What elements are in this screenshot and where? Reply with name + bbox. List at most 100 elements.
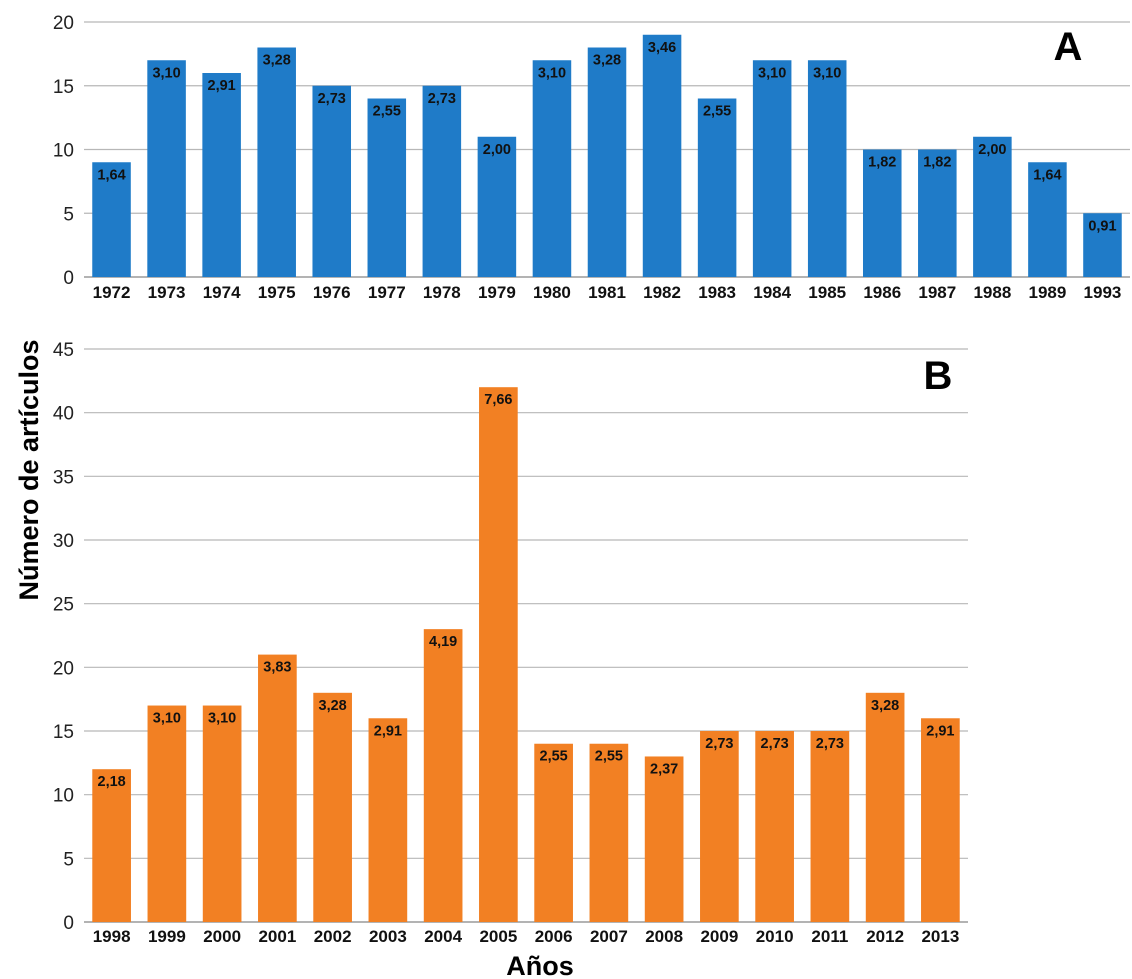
x-tick-label: 2010	[756, 927, 794, 946]
x-tick-label: 1993	[1084, 283, 1122, 302]
bar-data-label: 3,10	[758, 65, 786, 81]
bar-data-label: 3,28	[871, 698, 899, 714]
bar-data-label: 2,73	[318, 91, 346, 107]
x-tick-label: 2004	[424, 927, 462, 946]
x-tick-label: 1985	[808, 283, 846, 302]
bar	[312, 85, 352, 277]
bar-data-label: 1,64	[97, 167, 125, 183]
y-tick-label: 15	[53, 722, 74, 743]
bar-data-label: 2,73	[816, 736, 844, 752]
bar-data-label: 3,83	[263, 660, 291, 676]
panel-a-bars	[92, 34, 1122, 277]
bar-data-label: 1,64	[1033, 167, 1061, 183]
y-tick-label: 5	[63, 849, 74, 870]
bar-data-label: 0,91	[1088, 218, 1116, 234]
x-tick-label: 1975	[258, 283, 296, 302]
panel-b-y-ticks: 0 5 10 15 20 25 30 35 40 45	[53, 340, 74, 934]
bar	[862, 149, 902, 277]
bar-data-label: 2,00	[978, 142, 1006, 158]
x-tick-label: 1986	[863, 283, 901, 302]
y-tick-label: 45	[53, 340, 74, 361]
bar	[642, 34, 682, 277]
bar	[587, 47, 627, 277]
x-tick-label: 1999	[148, 927, 186, 946]
bar	[697, 98, 737, 277]
bar-data-label: 2,91	[374, 723, 402, 739]
x-tick-label: 1973	[148, 283, 186, 302]
y-tick-label: 15	[53, 77, 74, 98]
bar-data-label: 3,46	[648, 40, 676, 56]
x-tick-label: 1987	[918, 283, 956, 302]
bar	[589, 743, 629, 922]
bar-data-label: 1,82	[868, 155, 896, 171]
x-tick-label: 1982	[643, 283, 681, 302]
x-tick-label: 1989	[1029, 283, 1067, 302]
panel-a-letter: A	[1054, 25, 1083, 69]
y-tick-label: 10	[53, 786, 74, 807]
bar	[1083, 213, 1122, 277]
panel-a-data-labels: 1,64 3,10 2,91 3,28 2,73 2,55 2,73 2,00 3,10 3,28…	[97, 40, 1116, 235]
bar-data-label: 3,28	[263, 53, 291, 69]
bar	[479, 387, 518, 922]
panel-a-y-ticks: 0 5 10 15 20	[53, 13, 74, 289]
bar-data-label: 2,55	[373, 104, 401, 120]
x-tick-label: 1988	[973, 283, 1011, 302]
bar	[147, 705, 187, 922]
bar	[918, 149, 957, 277]
bar-data-label: 2,55	[703, 104, 731, 120]
bar-data-label: 1,82	[923, 155, 951, 171]
y-tick-label: 20	[53, 13, 74, 34]
bar-data-label: 2,73	[705, 736, 733, 752]
bar	[202, 705, 242, 922]
bar	[313, 692, 352, 922]
x-tick-label: 1978	[423, 283, 461, 302]
x-tick-label: 2001	[258, 927, 296, 946]
y-tick-label: 20	[53, 658, 74, 679]
bar-data-label: 2,00	[483, 142, 511, 158]
x-tick-label: 1974	[203, 283, 241, 302]
bar-data-label: 2,73	[761, 736, 789, 752]
x-tick-label: 2005	[479, 927, 517, 946]
bar	[700, 731, 739, 922]
bar	[755, 731, 794, 922]
x-tick-label: 1984	[753, 283, 791, 302]
x-tick-label: 2008	[645, 927, 683, 946]
x-tick-label: 2006	[535, 927, 573, 946]
bar	[422, 85, 462, 277]
bar	[92, 162, 131, 277]
bar-data-label: 3,10	[208, 711, 236, 727]
x-tick-label: 2002	[314, 927, 352, 946]
x-axis-title: Años	[506, 951, 574, 979]
y-tick-label: 5	[63, 204, 74, 225]
bar-data-label: 2,73	[428, 91, 456, 107]
x-tick-label: 2009	[700, 927, 738, 946]
x-tick-label: 1979	[478, 283, 516, 302]
panel-b-bars	[92, 387, 960, 922]
bar-data-label: 7,66	[484, 392, 512, 408]
bar	[644, 756, 684, 922]
bar	[534, 743, 573, 922]
panel-b-x-ticks: 1998 1999 2000 2001 2002 2003 2004 2005 2006 2007…	[93, 927, 960, 946]
x-tick-label: 2012	[866, 927, 904, 946]
x-tick-label: 1972	[93, 283, 131, 302]
bar-data-label: 2,55	[595, 749, 623, 765]
y-tick-label: 35	[53, 467, 74, 488]
bar	[92, 769, 131, 922]
bar	[532, 60, 572, 277]
y-axis-title: Número de artículos	[14, 339, 44, 600]
x-tick-label: 1983	[698, 283, 736, 302]
bar	[258, 654, 297, 922]
bar-data-label: 2,37	[650, 761, 678, 777]
x-tick-label: 1998	[93, 927, 131, 946]
bar	[257, 47, 296, 277]
bar	[921, 718, 960, 922]
bar-data-label: 3,28	[319, 698, 347, 714]
bar	[1028, 162, 1067, 277]
y-tick-label: 25	[53, 595, 74, 616]
bar-data-label: 4,19	[429, 634, 457, 650]
bar	[367, 98, 407, 277]
bar	[865, 692, 905, 922]
bar	[368, 718, 408, 922]
bar	[477, 136, 517, 277]
